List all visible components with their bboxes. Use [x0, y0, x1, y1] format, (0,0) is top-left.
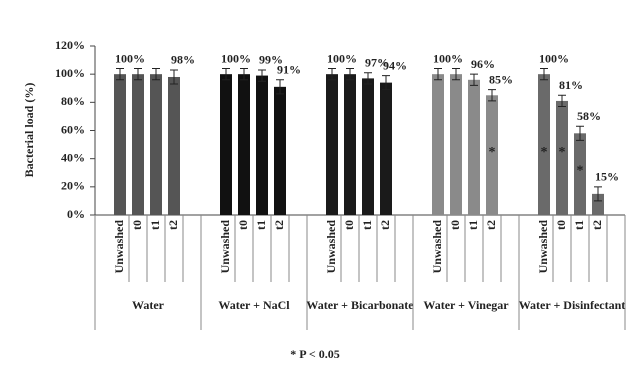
group-label: Water + Bicarbonate	[306, 298, 414, 312]
value-label: 100%	[221, 51, 251, 65]
bar	[168, 76, 180, 215]
x-tick-label: t2	[590, 220, 604, 230]
error-bar	[452, 68, 460, 81]
value-label: 97%	[365, 56, 389, 70]
x-tick-label: t1	[572, 220, 586, 230]
error-bar	[328, 68, 336, 81]
x-tick-label: t1	[148, 220, 162, 230]
error-bar	[258, 69, 266, 82]
x-tick-label: t0	[236, 220, 250, 230]
error-bar	[470, 73, 478, 86]
y-axis-label: Bacterial load (%)	[22, 83, 36, 178]
value-label: 100%	[539, 51, 569, 65]
value-label: 85%	[489, 72, 513, 86]
error-bar	[240, 68, 248, 81]
value-label: 100%	[327, 51, 357, 65]
error-bar	[134, 68, 142, 81]
group-label: Water + NaCl	[218, 298, 290, 312]
bar	[538, 74, 550, 216]
error-bar	[488, 89, 496, 102]
bar	[274, 86, 286, 215]
bar	[114, 74, 126, 216]
x-tick-label: t2	[378, 220, 392, 230]
x-tick-label: t0	[130, 220, 144, 230]
x-tick-label: t0	[342, 220, 356, 230]
x-tick-label: t2	[166, 220, 180, 230]
significance-marker: *	[577, 164, 584, 179]
error-bar	[594, 186, 602, 202]
y-tick-label: 120%	[55, 38, 85, 52]
significance-marker: *	[541, 145, 548, 160]
y-tick-label: 40%	[61, 150, 85, 164]
y-tick-label: 80%	[61, 94, 85, 108]
value-label: 96%	[471, 57, 495, 71]
value-label: 15%	[595, 170, 619, 184]
error-bar	[170, 69, 178, 85]
group-label: Water + Disinfectant	[519, 298, 626, 312]
x-tick-label: Unwashed	[430, 220, 444, 274]
bar	[256, 75, 268, 215]
y-tick-label: 0%	[67, 207, 85, 221]
value-label: 100%	[115, 51, 145, 65]
error-bar	[364, 72, 372, 85]
y-tick-label: 20%	[61, 179, 85, 193]
value-label: 58%	[577, 109, 601, 123]
bar	[432, 74, 444, 216]
y-tick-label: 60%	[61, 122, 85, 136]
bar	[380, 82, 392, 215]
error-bar	[116, 68, 124, 81]
bar	[344, 74, 356, 216]
error-bar	[576, 125, 584, 141]
x-tick-label: Unwashed	[536, 220, 550, 274]
bar	[238, 74, 250, 216]
x-tick-label: t1	[254, 220, 268, 230]
x-tick-label: t1	[360, 220, 374, 230]
bar	[486, 95, 498, 215]
error-bar	[276, 79, 284, 95]
bar	[556, 100, 568, 215]
bar	[574, 133, 586, 215]
value-label: 100%	[433, 51, 463, 65]
x-tick-label: Unwashed	[112, 220, 126, 274]
error-bar	[558, 94, 566, 108]
bar	[220, 74, 232, 216]
error-bar	[434, 68, 442, 81]
x-tick-label: Unwashed	[324, 220, 338, 274]
x-tick-label: t0	[554, 220, 568, 230]
value-label: 99%	[259, 53, 283, 67]
group-label: Water	[132, 298, 165, 312]
error-bar	[540, 68, 548, 81]
significance-marker: *	[559, 145, 566, 160]
value-label: 81%	[559, 78, 583, 92]
group-label: Water + Vinegar	[423, 298, 509, 312]
value-label: 94%	[383, 58, 407, 72]
value-label: 98%	[171, 53, 195, 67]
bar	[150, 74, 162, 216]
bar	[362, 78, 374, 216]
x-tick-label: t0	[448, 220, 462, 230]
bar	[132, 74, 144, 216]
bar	[468, 79, 480, 215]
significance-marker: *	[489, 145, 496, 160]
x-tick-label: t2	[272, 220, 286, 230]
y-tick-label: 100%	[55, 66, 85, 80]
value-label: 91%	[277, 63, 301, 77]
error-bar	[222, 68, 230, 81]
error-bar	[152, 68, 160, 81]
error-bar	[346, 68, 354, 81]
bar	[450, 74, 462, 216]
footnote: * P < 0.05	[290, 347, 340, 361]
x-tick-label: t1	[466, 220, 480, 230]
bar	[326, 74, 338, 216]
error-bar	[382, 75, 390, 91]
x-tick-label: t2	[484, 220, 498, 230]
x-tick-label: Unwashed	[218, 220, 232, 274]
bar	[592, 193, 604, 215]
